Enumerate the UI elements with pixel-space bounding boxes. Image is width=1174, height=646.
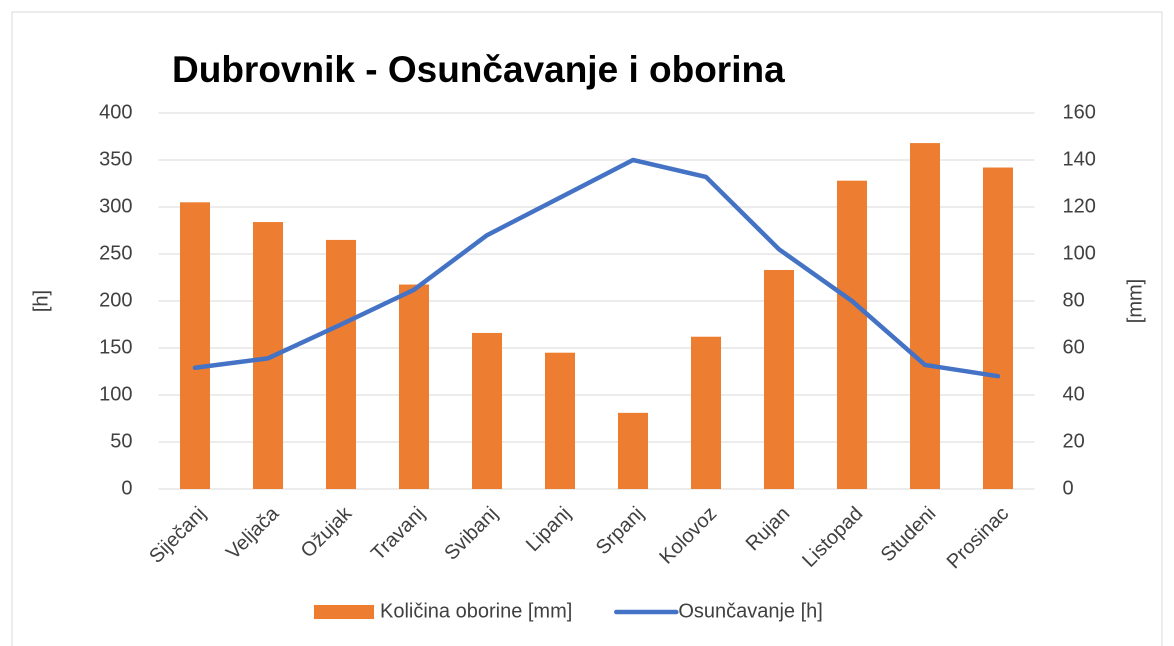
y-tick-label: 0 [121,477,132,499]
x-tick-label: Rujan [742,503,795,556]
bar [983,167,1013,489]
x-tick-label: Svibanj [440,503,502,565]
y2-tick-label: 40 [1063,383,1085,405]
x-tick-label: Lipanj [522,503,575,556]
bar [691,336,721,489]
x-tick-label: Prosinac [943,503,1014,574]
x-tick-label: Studeni [877,503,941,567]
chart-title: Dubrovnik - Osunčavanje i oborina [172,49,785,90]
bar [837,180,867,489]
x-tick-label: Kolovoz [655,503,721,569]
y-tick-label: 100 [99,383,132,405]
legend-label: Količina oborine [mm] [380,600,572,622]
y-tick-label: 150 [99,336,132,358]
y2-tick-label: 100 [1063,242,1096,264]
bar [910,143,940,489]
x-tick-label: Veljača [222,502,284,564]
bar [180,202,210,490]
y2-tick-label: 80 [1063,289,1085,311]
legend-label: Osunčavanje [h] [678,600,823,622]
bar [618,412,648,489]
chart-border [11,11,1163,646]
bar [764,269,794,489]
x-tick-label: Travanj [367,503,429,565]
y2-axis-label: [mm] [1124,279,1146,323]
x-tick-label: Siječanj [145,503,210,568]
y-tick-label: 400 [99,101,132,123]
y-tick-label: 250 [99,242,132,264]
legend-swatch [314,605,374,619]
x-tick-label: Listopad [798,503,867,572]
line [192,157,1001,379]
y-tick-label: 200 [99,289,132,311]
y2-tick-label: 20 [1063,430,1085,452]
y-tick-label: 300 [99,195,132,217]
bar [399,284,429,489]
y-tick-label: 50 [110,430,132,452]
y-tick-label: 350 [99,148,132,170]
y2-tick-label: 140 [1063,148,1096,170]
bar [326,239,356,489]
y-axis-label: [h] [30,290,52,312]
bar [545,352,575,489]
y2-tick-label: 60 [1063,336,1085,358]
x-tick-label: Srpanj [592,503,648,559]
y2-tick-label: 0 [1063,477,1074,499]
x-tick-label: Ožujak [297,502,357,562]
y2-tick-label: 160 [1063,101,1096,123]
bar [472,332,502,489]
y2-tick-label: 120 [1063,195,1096,217]
